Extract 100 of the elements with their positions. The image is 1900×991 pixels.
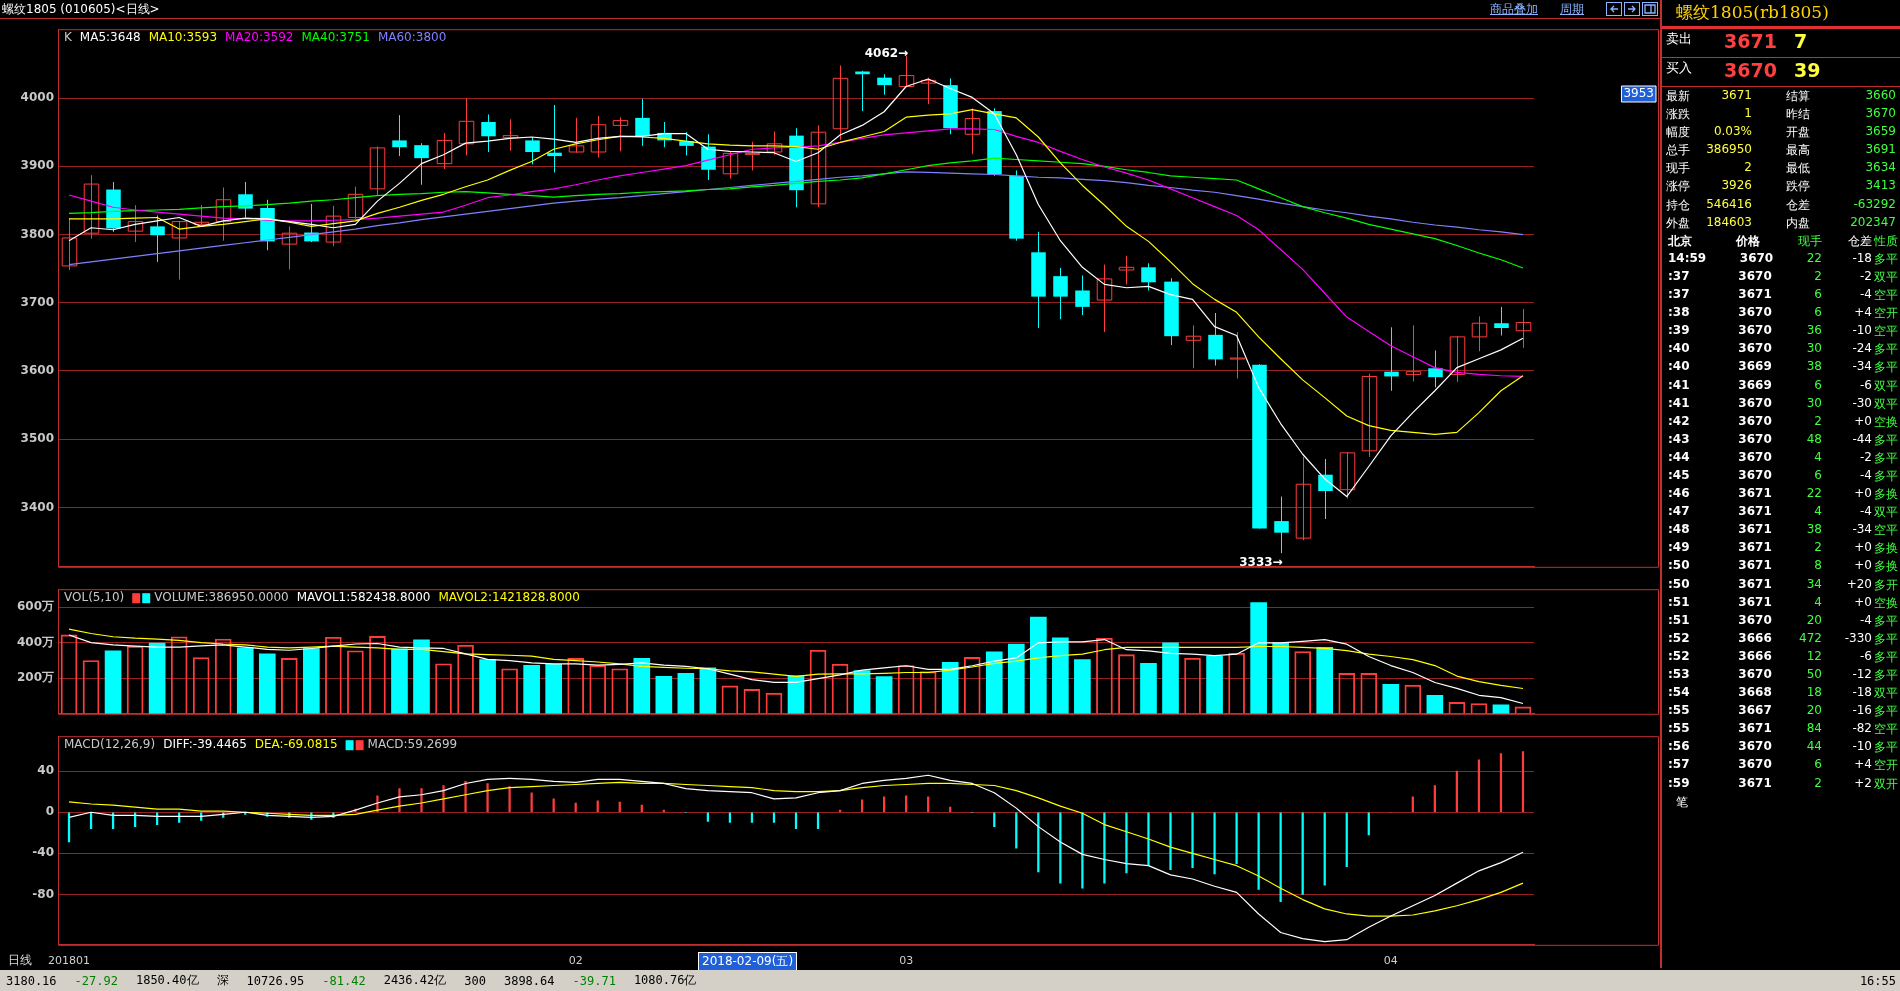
- candlestick: [525, 136, 540, 165]
- candlestick: [369, 146, 386, 197]
- bar: [1162, 642, 1179, 714]
- text: DEA:-69.0815: [254, 737, 338, 752]
- text: MA10:3593: [148, 30, 218, 45]
- bar: [1147, 812, 1150, 867]
- bar: [391, 648, 408, 714]
- bar: [236, 647, 254, 714]
- text: :59 3671 2 +2 双开: [1668, 775, 1898, 791]
- x-tick-label: 04: [1383, 954, 1398, 968]
- bar: [1030, 616, 1047, 714]
- candlestick: [964, 107, 981, 155]
- text: 3953: [1623, 86, 1655, 101]
- text: 买入 3670 39: [1666, 59, 1821, 81]
- text: 3898.64: [503, 973, 556, 988]
- x-tick-label: 201801: [48, 954, 91, 968]
- text: 现手 2 最低 3634: [1666, 160, 1896, 176]
- candlestick: [1075, 274, 1090, 316]
- text: 总手 386950 最高 3691: [1666, 142, 1896, 158]
- bar: [104, 650, 122, 714]
- candlestick: [238, 181, 253, 218]
- y-tick-label: 40: [37, 763, 54, 778]
- text: :52 3666 12 -6 多平: [1668, 648, 1898, 664]
- candlestick: [1339, 451, 1356, 500]
- bar: [1103, 812, 1106, 884]
- candlestick: [414, 142, 429, 186]
- y-tick-label: 3500: [20, 431, 54, 446]
- bar: [303, 648, 320, 714]
- candlestick: [1361, 373, 1378, 458]
- legend-title: K: [64, 30, 73, 45]
- bar: [1323, 812, 1326, 886]
- bar: [1235, 812, 1238, 864]
- bar: [706, 812, 710, 822]
- y-tick-label: 3800: [20, 226, 54, 241]
- candlestick: [1515, 308, 1532, 349]
- text: MAVOL1:582438.8000: [296, 590, 431, 605]
- text: :51 3671 4 +0 空换: [1668, 594, 1898, 610]
- candlestick: [1494, 306, 1509, 337]
- chart-title: 螺纹1805 (010605)<日线>: [2, 1, 160, 18]
- text: -39.71: [572, 973, 617, 988]
- candlestick: [1141, 262, 1156, 291]
- y-tick-label: 3900: [20, 158, 54, 173]
- candlestick: [855, 70, 870, 112]
- bar: [882, 796, 886, 813]
- candlestick: [61, 217, 78, 271]
- text: 最新 3671 结算 3660: [1666, 88, 1896, 103]
- candlestick: [83, 174, 100, 240]
- text: :41 3669 6 -6 双平: [1668, 377, 1898, 393]
- bar: [993, 812, 996, 827]
- bar: [750, 812, 754, 823]
- text: :38 3670 6 +4 空开: [1668, 305, 1898, 321]
- text: -27.92: [74, 973, 119, 988]
- y-tick-label: 400万: [16, 634, 54, 649]
- candlestick: [1274, 496, 1289, 554]
- text: 2436.42亿: [383, 972, 448, 989]
- candlestick: [127, 204, 144, 243]
- text: 笔: [1676, 793, 1688, 811]
- text: :37 3671 6 -4 空平: [1668, 287, 1898, 303]
- bar: [530, 792, 533, 813]
- annotation: 3333→: [1239, 555, 1283, 570]
- candlestick: [920, 77, 937, 105]
- y-tick-label: 3700: [20, 294, 54, 309]
- bar: [1382, 683, 1400, 714]
- bar: [486, 783, 489, 813]
- bar: [413, 639, 430, 714]
- candlestick: [1449, 335, 1466, 383]
- candlestick: [436, 132, 453, 170]
- text: 14:59 3670 22 -18 多平: [1668, 250, 1898, 266]
- x-tick-label: 03: [899, 954, 914, 968]
- legend-label: MACD:59.2699: [367, 737, 458, 752]
- candlestick: [171, 220, 188, 281]
- candlestick: [877, 73, 892, 96]
- bar: [772, 812, 776, 823]
- bar: [1411, 796, 1414, 813]
- text: 螺纹1805(rb1805): [1662, 0, 1900, 29]
- candlestick: [635, 98, 650, 147]
- candlestick: [766, 131, 783, 156]
- text: 300: [464, 973, 487, 988]
- text: :41 3670 30 -30 双平: [1668, 395, 1898, 411]
- text: 持仓 546416 仓差 -63292: [1666, 196, 1896, 212]
- text: 1080.76亿: [633, 972, 698, 989]
- text: 3180.16: [6, 973, 58, 988]
- legend-title: MACD(12,26,9): [64, 737, 156, 752]
- candlestick: [193, 204, 210, 227]
- bar: [1007, 643, 1025, 714]
- bar: [941, 662, 959, 714]
- candlestick: [458, 97, 475, 156]
- text: :52 3666 472 -330 多平: [1668, 630, 1898, 646]
- text: :53 3670 50 -12 多平: [1668, 667, 1898, 682]
- candlestick: [281, 225, 298, 270]
- bar: [927, 796, 930, 813]
- bar: [1140, 662, 1157, 714]
- bar: [1015, 812, 1018, 849]
- text: :48 3671 38 -34 空平: [1668, 522, 1898, 538]
- candlestick: [1405, 324, 1422, 382]
- y-tick-label: 4000: [20, 90, 54, 105]
- bar: [148, 642, 166, 714]
- text: 周期: [1560, 1, 1584, 18]
- bar: [1206, 655, 1223, 714]
- text: 16:55: [1859, 973, 1897, 988]
